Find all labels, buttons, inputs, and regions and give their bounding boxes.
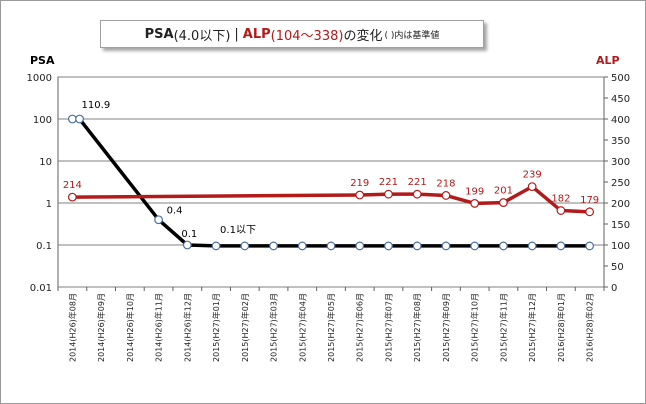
right-tick-label: 0 [611,283,617,294]
alp-data-label: 239 [523,170,542,181]
title-note: ( )内は基準値 [384,30,440,41]
x-tick-label: 2015(H27)年10月 [470,293,480,362]
x-tick-label: 2015(H27)年04月 [297,293,307,362]
psa-point [269,241,278,251]
alp-point [67,192,77,202]
x-tick-label: 2016(H28)年01月 [556,293,566,362]
chart-title: PSA (4.0以下) | ALP (104〜338) の変化 ( )内は基準値 [101,21,483,47]
alp-data-label: 219 [350,178,369,189]
x-tick-label: 2015(H27)年01月 [211,293,221,362]
psa-point [154,215,163,225]
psa-data-label: 110.9 [82,100,111,111]
plot-area [57,76,605,288]
psa-point [499,241,508,251]
title-psa-label: PSA [144,26,174,42]
alp-point [499,198,508,207]
alp-data-label: 199 [465,186,484,197]
psa-data-label: 0.1以下 [220,225,256,236]
right-tick-label: 450 [611,94,630,105]
psa-point [240,241,250,251]
psa-point [75,114,84,124]
left-tick-label: 0.1 [36,241,52,252]
alp-point [470,199,480,208]
psa-point [211,241,221,251]
title-alp-range: (104〜338) [270,28,344,44]
psa-point [297,241,307,251]
alp-data-label: 179 [580,195,599,206]
right-axis-title: ALP [596,54,620,67]
psa-point [384,241,393,251]
right-tick-label: 500 [611,73,630,84]
x-tick-label: 2014(H26)年08月 [67,293,77,362]
left-tick-label: 1000 [27,73,52,84]
x-tick-label: 2015(H27)年09月 [441,293,451,362]
right-tick-label: 250 [611,178,630,189]
alp-point [585,207,595,217]
alp-point [441,191,451,200]
right-tick-label: 50 [611,262,624,273]
psa-data-label: 0.1 [181,229,197,240]
right-tick-label: 200 [611,199,630,210]
psa-point [585,241,595,251]
left-tick-label: 1 [46,199,52,210]
chart-title-box: PSA (4.0以下) | ALP (104〜338) の変化 ( )内は基準値 [100,20,484,48]
right-tick-label: 100 [611,241,630,252]
left-tick-label: 100 [33,115,52,126]
right-tick-label: 400 [611,115,630,126]
right-tick-label: 150 [611,220,630,231]
x-tick-label: 2014(H26)年09月 [96,293,106,362]
psa-point [182,240,192,250]
title-separator: | [234,26,239,42]
psa-point [441,241,451,251]
psa-point [412,241,422,251]
alp-point [355,190,365,200]
left-tick-label: 10 [39,157,52,168]
psa-data-label: 0.4 [167,206,183,217]
alp-point [556,206,566,215]
title-psa-range: (4.0以下) [173,28,231,44]
psa-series-line [72,117,590,248]
x-tick-label: 2016(H28)年02月 [585,293,595,362]
psa-point [470,241,480,251]
left-axis-title: PSA [30,54,55,67]
alp-data-label: 221 [408,177,427,188]
x-tick-label: 2015(H27)年12月 [527,293,537,362]
alp-point [384,189,393,199]
x-tick-label: 2014(H26)年11月 [154,293,164,362]
right-tick-label: 300 [611,157,630,168]
left-tick-label: 0.01 [30,283,52,294]
alp-data-label: 182 [551,194,570,205]
psa-point [556,241,566,251]
right-tick-label: 350 [611,136,630,147]
alp-point [527,182,537,192]
alp-data-label: 221 [379,177,398,188]
x-tick-label: 2015(H27)年08月 [412,293,422,362]
title-alp-label: ALP [242,26,271,42]
x-tick-label: 2015(H27)年02月 [240,293,250,362]
alp-data-label: 214 [63,180,82,191]
alp-point [412,189,422,199]
x-tick-label: 2014(H26)年10月 [125,293,135,362]
title-suffix: の変化 [343,28,383,44]
x-tick-label: 2015(H27)年11月 [498,293,508,362]
x-tick-label: 2015(H27)年07月 [383,293,393,362]
psa-point [527,241,537,251]
x-tick-label: 2014(H26)年12月 [182,293,192,362]
x-tick-label: 2015(H27)年06月 [355,293,365,362]
alp-data-label: 201 [494,186,513,197]
alp-data-label: 218 [436,178,455,189]
psa-point [326,241,336,251]
psa-point [355,241,365,251]
x-tick-label: 2015(H27)年03月 [269,293,279,362]
psa-point [67,114,77,124]
alp-series-line [72,184,590,214]
x-tick-label: 2015(H27)年05月 [326,293,336,362]
